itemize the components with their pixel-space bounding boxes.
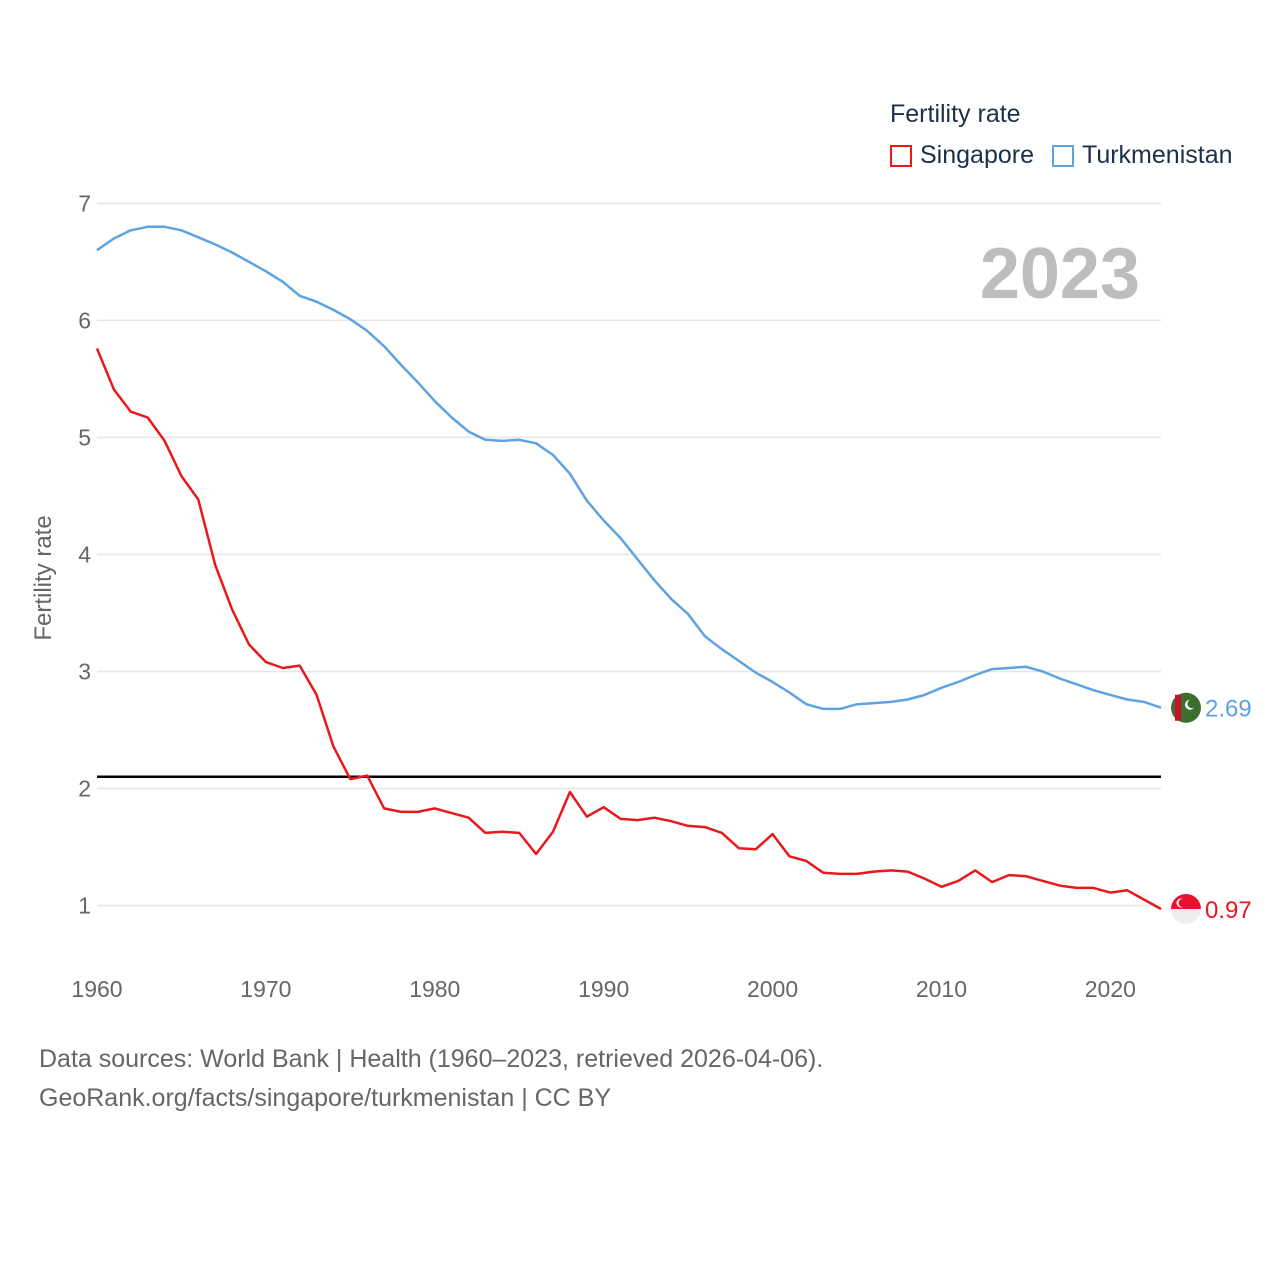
flag-crescent-cut xyxy=(1187,699,1197,709)
legend-item-turkmenistan[interactable]: Turkmenistan xyxy=(1051,141,1233,170)
flag-icon-singapore xyxy=(1171,894,1201,925)
x-tick-label-2010: 2010 xyxy=(916,976,967,1002)
flag-stripe xyxy=(1175,694,1181,721)
y-axis-label: Fertility rate xyxy=(30,515,57,640)
y-tick-label-4: 4 xyxy=(78,541,91,567)
grid xyxy=(97,202,1161,907)
series-line-turkmenistan xyxy=(96,225,1162,711)
source-line-1: Data sources: World Bank | Health (1960–… xyxy=(39,1045,824,1073)
y-tick-label-6: 6 xyxy=(78,307,91,333)
y-tick-label-5: 5 xyxy=(78,424,91,450)
x-tick-label-1960: 1960 xyxy=(71,976,122,1002)
y-tick-label-3: 3 xyxy=(78,658,91,684)
legend-item-singapore[interactable]: Singapore xyxy=(890,141,1034,170)
legend-label-singapore: Singapore xyxy=(920,141,1034,169)
series-line-singapore xyxy=(95,348,1162,911)
legend-label-turkmenistan: Turkmenistan xyxy=(1081,141,1233,169)
legend: Singapore Turkmenistan xyxy=(890,141,1251,170)
legend-title: Fertility rate xyxy=(890,100,1021,128)
x-tick-label-2020: 2020 xyxy=(1085,976,1136,1002)
legend-swatch-turkmenistan xyxy=(1051,144,1074,167)
y-tick-label-2: 2 xyxy=(78,775,91,801)
end-value-label-turkmenistan: 2.69 xyxy=(1205,696,1252,723)
series-lines xyxy=(95,225,1162,911)
end-markers: 0.97 2.69 xyxy=(1171,692,1252,925)
source-line-2[interactable]: GeoRank.org/facts/singapore/turkmenistan… xyxy=(39,1084,612,1112)
x-tick-label-1980: 1980 xyxy=(409,976,460,1002)
flag-crescent-cut xyxy=(1178,899,1187,908)
x-axis-ticks: 1960 1970 1980 1990 2000 2010 2020 xyxy=(71,976,1136,1002)
end-value-label-singapore: 0.97 xyxy=(1205,897,1252,924)
year-label: 2023 xyxy=(980,234,1140,314)
flag-icon-turkmenistan xyxy=(1171,692,1201,723)
y-axis-ticks: 1 2 3 4 5 6 7 xyxy=(78,190,91,918)
y-tick-label-7: 7 xyxy=(78,190,91,216)
legend-swatch-singapore xyxy=(890,144,912,167)
y-tick-label-1: 1 xyxy=(78,892,91,918)
x-tick-label-1990: 1990 xyxy=(578,976,629,1002)
x-tick-label-2000: 2000 xyxy=(747,976,798,1002)
x-tick-label-1970: 1970 xyxy=(240,976,291,1002)
